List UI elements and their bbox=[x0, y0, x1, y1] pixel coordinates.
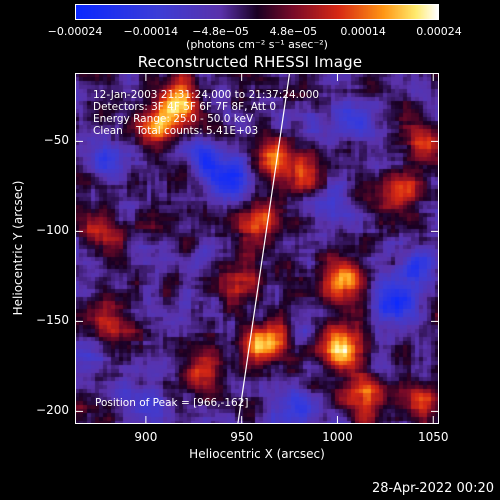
annotation-peak-position: Position of Peak = [966,-162] bbox=[95, 397, 249, 409]
annotation-clean-counts: Clean Total counts: 5.41E+03 bbox=[93, 125, 259, 137]
x-axis-label: Heliocentric X (arcsec) bbox=[189, 447, 325, 461]
plot-timestamp: 28-Apr-2022 00:20 bbox=[372, 481, 494, 496]
colorbar-tick-label: −4.8e−05 bbox=[192, 25, 249, 38]
annotation-detectors: Detectors: 3F 4F 5F 6F 7F 8F, Att 0 bbox=[93, 101, 277, 113]
x-tick-label: 900 bbox=[134, 430, 158, 444]
y-tick-label: −200 bbox=[36, 403, 69, 418]
x-tick-label: 950 bbox=[230, 430, 254, 444]
annotation-time-range: 12-Jan-2003 21:31:24.000 to 21:37:24.000 bbox=[93, 89, 320, 101]
colorbar bbox=[75, 4, 439, 20]
colorbar-tick-label: 0.00014 bbox=[340, 25, 386, 38]
colorbar-tick-label: 4.8e−05 bbox=[269, 25, 318, 38]
x-tick-label: 1000 bbox=[322, 430, 353, 444]
chart-title: Reconstructed RHESSI Image bbox=[137, 53, 363, 71]
plot-overlay bbox=[75, 73, 439, 424]
axis-ticks bbox=[75, 73, 439, 424]
plot-frame bbox=[75, 73, 439, 424]
annotation-energy-range: Energy Range: 25.0 - 50.0 keV bbox=[93, 113, 254, 125]
colorbar-tick-label: 0.00024 bbox=[416, 25, 462, 38]
colorbar-tick-label: −0.00024 bbox=[47, 25, 103, 38]
colorbar-tick-label: −0.00014 bbox=[123, 25, 179, 38]
y-axis-label: Heliocentric Y (arcsec) bbox=[11, 180, 25, 316]
y-tick-label: −50 bbox=[43, 133, 69, 148]
y-tick-label: −100 bbox=[36, 223, 69, 238]
colorbar-units: (photons cm⁻² s⁻¹ asec⁻²) bbox=[186, 38, 328, 51]
solar-limb-line bbox=[237, 73, 291, 424]
y-tick-label: −150 bbox=[36, 313, 69, 328]
heatmap-image bbox=[75, 73, 439, 424]
x-tick-label: 1050 bbox=[417, 430, 449, 444]
